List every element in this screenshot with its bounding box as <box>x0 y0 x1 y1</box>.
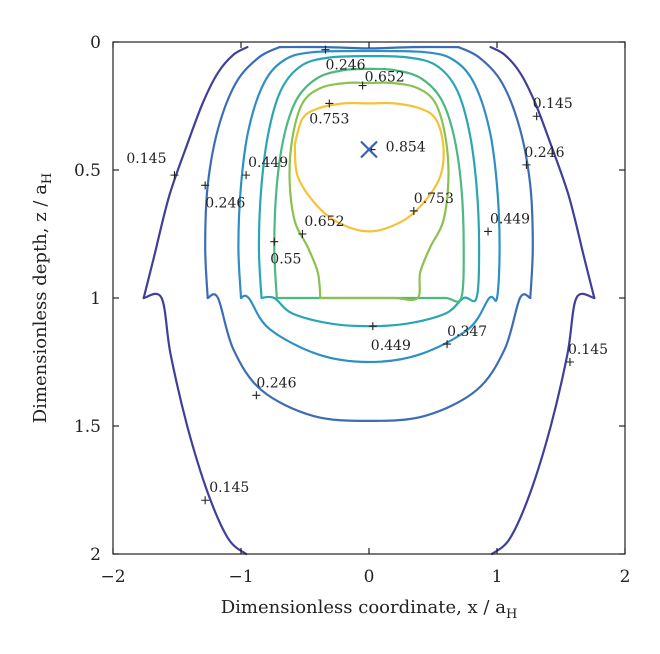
contour-label-mark-14 <box>443 340 452 349</box>
y-tick-label-0: 0 <box>90 33 101 53</box>
contour-label-mark-17 <box>201 496 210 505</box>
contour-label-11: 0.449 <box>490 211 530 227</box>
contour-0-449-segment-0 <box>257 54 481 328</box>
contour-label-15: 0.145 <box>568 342 608 358</box>
contour-label-mark-5 <box>170 171 179 180</box>
axis-ticks: −2 −1 0 1 2 0 0.5 1 1.5 2 <box>74 33 630 587</box>
contour-label-4: 0.854 <box>386 140 426 156</box>
contour-label-17: 0.145 <box>209 480 249 496</box>
contour-label-1: 0.652 <box>365 70 405 86</box>
contour-0-145-segment-3 <box>490 292 596 556</box>
contour-label-mark-10 <box>298 230 307 238</box>
y-tick-label-3: 1.5 <box>74 417 101 437</box>
y-tick-label-4: 2 <box>90 545 101 565</box>
x-tick-label-0: −2 <box>100 567 125 587</box>
maximum-marker <box>360 140 378 159</box>
contour-label-mark-12 <box>270 237 279 246</box>
contour-label-0: 0.246 <box>326 58 366 74</box>
contour-0-652-segment-0 <box>288 81 450 301</box>
contour-label-12: 0.55 <box>270 252 301 268</box>
contour-0-246-segment-2 <box>206 293 532 422</box>
x-axis-title: Dimensionless coordinate, x / aH <box>221 597 518 622</box>
contour-0-753-segment-0 <box>293 101 445 233</box>
contour-label-7: 0.246 <box>524 145 564 161</box>
contour-0-246-segment-3 <box>278 45 460 50</box>
maximum-cross-mark <box>360 140 378 159</box>
contour-lines <box>142 45 596 556</box>
contour-label-mark-13 <box>368 322 377 331</box>
contour-label-5: 0.145 <box>126 151 166 167</box>
x-tick-label-4: 2 <box>620 567 631 587</box>
contour-label-mark-16 <box>252 391 261 400</box>
contour-label-mark-1 <box>358 81 367 90</box>
contour-label-mark-8 <box>201 181 210 190</box>
contour-0-246-segment-1 <box>457 46 534 300</box>
contour-label-mark-6 <box>242 171 251 180</box>
x-tick-label-2: 0 <box>364 567 375 587</box>
contour-label-13: 0.449 <box>371 338 411 354</box>
y-tick-label-1: 0.5 <box>74 161 101 181</box>
contour-0-145-segment-0 <box>142 46 249 300</box>
contour-label-mark-3 <box>532 112 541 121</box>
x-tick-label-1: −1 <box>228 567 253 587</box>
x-tick-label-3: 1 <box>492 567 503 587</box>
contour-label-mark-11 <box>484 227 493 236</box>
contour-label-9: 0.753 <box>414 191 454 207</box>
contour-label-mark-15 <box>565 358 574 366</box>
y-axis-title: Dimensionless depth, z / aH <box>30 173 55 424</box>
contour-label-8: 0.246 <box>205 195 245 211</box>
contour-0-145-segment-1 <box>489 46 596 300</box>
contour-label-6: 0.449 <box>248 155 288 171</box>
y-tick-label-2: 1 <box>90 289 101 309</box>
contour-label-2: 0.753 <box>309 111 349 127</box>
contour-0-145-segment-2 <box>142 292 248 556</box>
contour-label-16: 0.246 <box>256 375 296 391</box>
contour-label-mark-0 <box>321 45 330 54</box>
contour-0-347-segment-0 <box>237 49 501 364</box>
contour-label-mark-7 <box>522 160 531 169</box>
contour-label-mark-2 <box>325 99 334 108</box>
contour-0-246-segment-0 <box>204 46 281 300</box>
contour-label-10: 0.652 <box>304 214 344 230</box>
contour-label-14: 0.347 <box>447 324 487 340</box>
contour-label-3: 0.145 <box>533 96 573 112</box>
contour-label-mark-9 <box>409 206 418 215</box>
